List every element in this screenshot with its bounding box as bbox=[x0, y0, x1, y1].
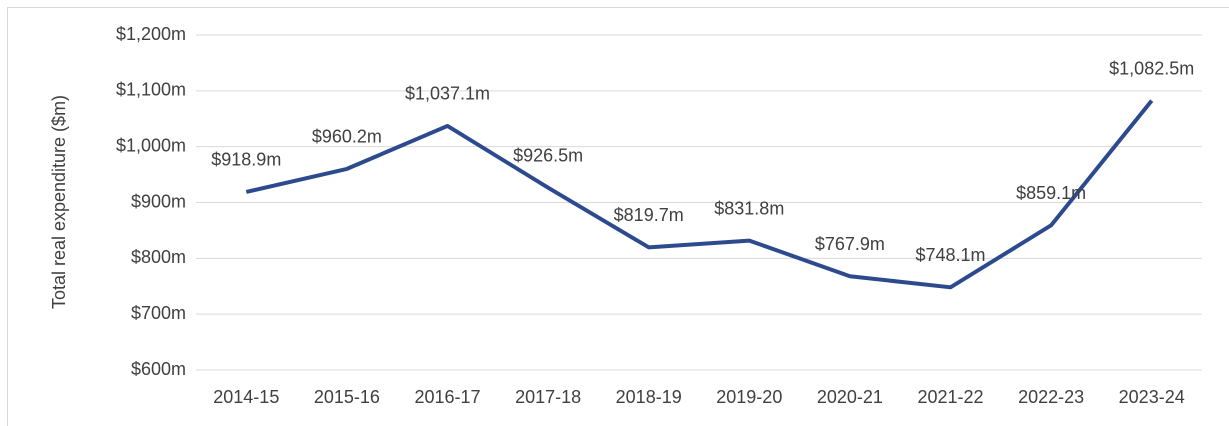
data-label: $1,037.1m bbox=[405, 84, 490, 104]
data-label: $926.5m bbox=[513, 145, 583, 165]
data-label: $748.1m bbox=[915, 245, 985, 265]
y-axis-title: Total real expenditure ($m) bbox=[49, 95, 69, 309]
x-tick-label: 2023-24 bbox=[1119, 387, 1185, 407]
data-label: $831.8m bbox=[714, 198, 784, 218]
data-label: $859.1m bbox=[1016, 183, 1086, 203]
data-label: $819.7m bbox=[614, 205, 684, 225]
x-tick-label: 2016-17 bbox=[414, 387, 480, 407]
y-tick-label: $1,000m bbox=[116, 135, 186, 155]
x-tick-label: 2018-19 bbox=[616, 387, 682, 407]
x-tick-label: 2021-22 bbox=[917, 387, 983, 407]
x-tick-label: 2017-18 bbox=[515, 387, 581, 407]
x-tick-label: 2020-21 bbox=[817, 387, 883, 407]
x-tick-label: 2015-16 bbox=[314, 387, 380, 407]
data-label: $960.2m bbox=[312, 127, 382, 147]
y-tick-label: $1,100m bbox=[116, 80, 186, 100]
y-tick-label: $800m bbox=[131, 247, 186, 267]
y-tick-label: $1,200m bbox=[116, 24, 186, 44]
y-tick-label: $900m bbox=[131, 191, 186, 211]
x-tick-label: 2019-20 bbox=[716, 387, 782, 407]
y-tick-label: $700m bbox=[131, 303, 186, 323]
x-tick-label: 2022-23 bbox=[1018, 387, 1084, 407]
data-label: $767.9m bbox=[815, 234, 885, 254]
series-line bbox=[245, 99, 1154, 290]
data-label: $918.9m bbox=[211, 150, 281, 170]
data-label: $1,082.5m bbox=[1109, 58, 1194, 78]
y-tick-label: $600m bbox=[131, 359, 186, 379]
chart-border bbox=[7, 7, 1229, 426]
x-tick-label: 2014-15 bbox=[213, 387, 279, 407]
